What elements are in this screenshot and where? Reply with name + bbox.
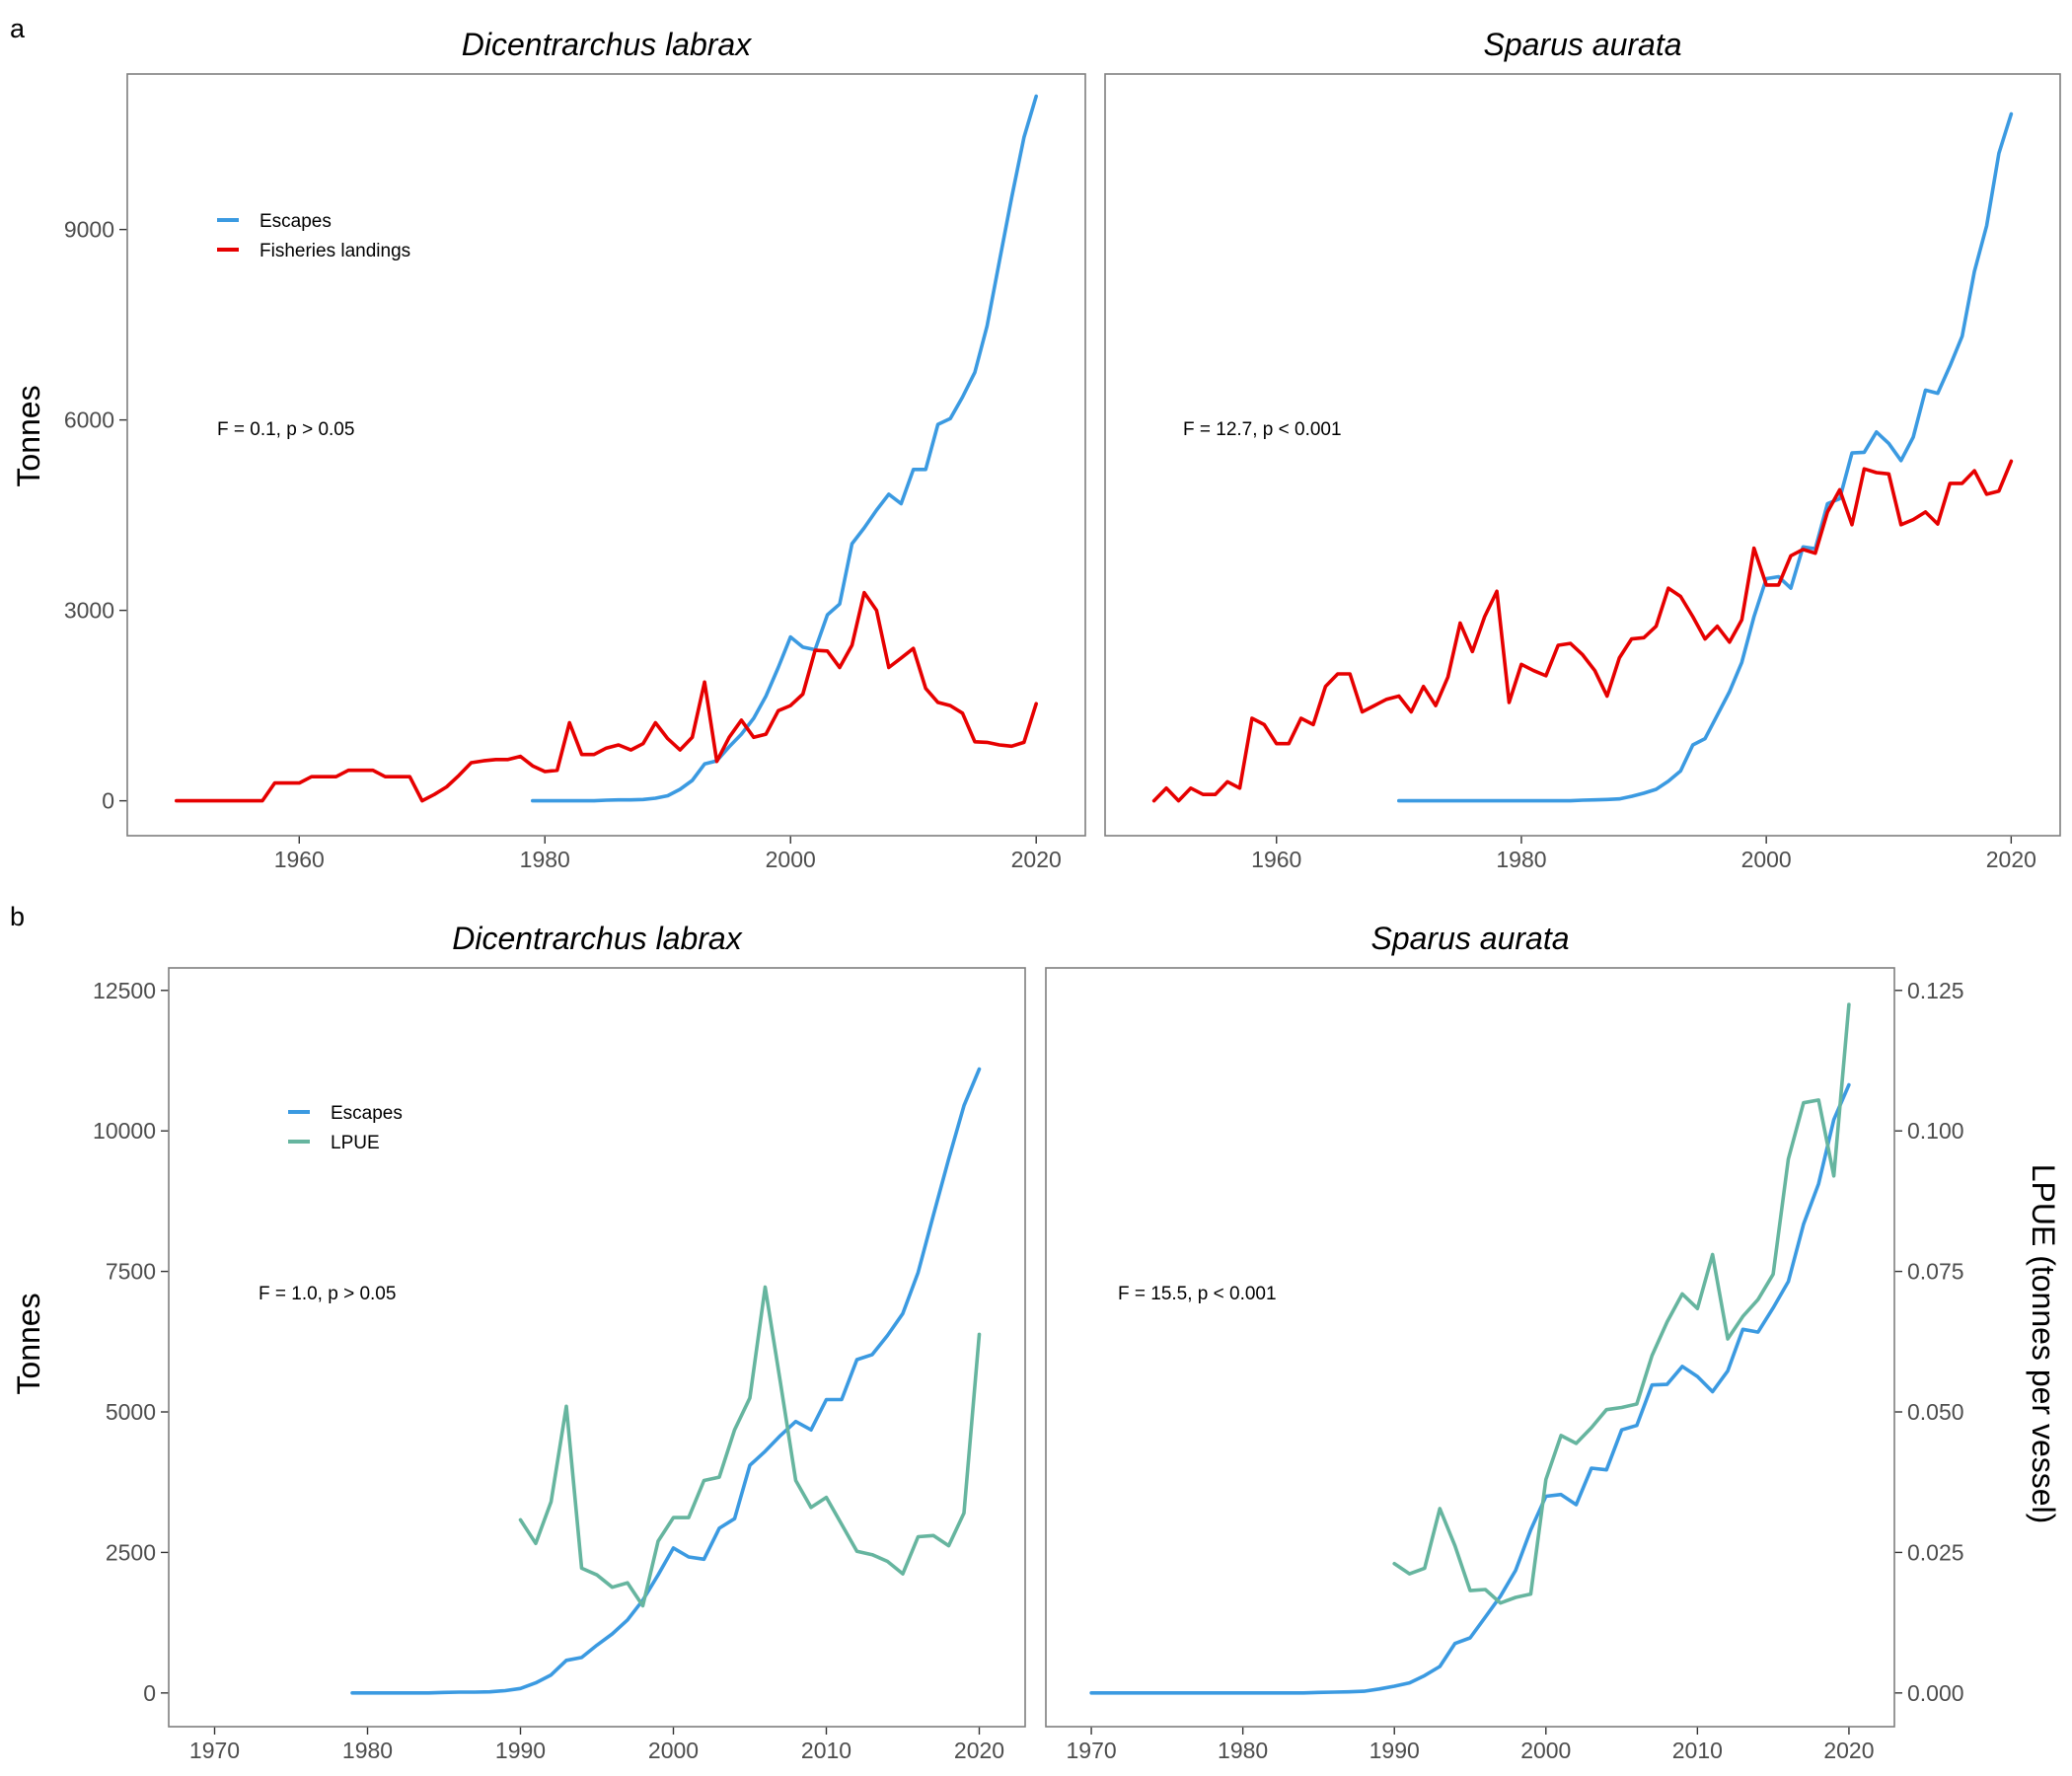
x-tick-label: 2020 <box>1823 1738 1874 1763</box>
x-tick-label: 1980 <box>1496 847 1546 872</box>
x-tick-label: 2020 <box>954 1738 1004 1763</box>
series-line-fisheries-landings <box>175 590 1038 803</box>
y-right-tick-label: 0.100 <box>1907 1118 1964 1144</box>
series-group <box>350 1067 982 1695</box>
series-group <box>175 94 1038 803</box>
x-tick-label: 2000 <box>1520 1738 1571 1763</box>
y-tick-label: 5000 <box>106 1399 156 1425</box>
x-tick-label: 2000 <box>766 847 816 872</box>
x-tick-label: 2020 <box>1011 847 1062 872</box>
chart-panel-a-aurata: Sparus aurata 1960 1980 2000 2020 F = 12.7, p… <box>1104 27 2061 872</box>
y-tick-label: 9000 <box>64 217 114 243</box>
x-tick-label: 1990 <box>495 1738 546 1763</box>
y-tick-label: 12500 <box>93 978 156 1003</box>
x-tick-label: 2000 <box>648 1738 699 1763</box>
panel-letter-b: b <box>10 902 25 931</box>
y-tick-label: 0 <box>102 788 114 814</box>
y-right-tick-label: 0.025 <box>1907 1539 1964 1565</box>
facet-title: Sparus aurata <box>1370 921 1569 956</box>
legend-label: Fisheries landings <box>259 241 410 261</box>
x-tick-label: 1970 <box>1066 1738 1116 1763</box>
y-tick-label: 0 <box>143 1680 156 1706</box>
y-tick-label: 10000 <box>93 1118 156 1144</box>
chart-panel-b-aurata: Sparus aurata 1970 1980 1990 2000 2010 2020 0.0… <box>1045 921 1964 1763</box>
facet-title: Sparus aurata <box>1483 27 1681 62</box>
panel-frame <box>1104 73 2061 837</box>
series-group <box>1089 1002 1851 1695</box>
x-tick-label: 1970 <box>189 1738 240 1763</box>
stat-annotation: F = 1.0, p > 0.05 <box>259 1284 396 1304</box>
x-tick-label: 1960 <box>274 847 325 872</box>
y-tick-label: 2500 <box>106 1539 156 1565</box>
x-tick-label: 1990 <box>1369 1738 1420 1763</box>
y-right-tick-label: 0.125 <box>1907 978 1964 1003</box>
series-line-escapes <box>530 94 1038 803</box>
series-line-escapes <box>1397 111 2014 803</box>
y-right-tick-label: 0.075 <box>1907 1259 1964 1285</box>
panel-letter-a: a <box>10 14 26 43</box>
legend: Escapes Fisheries landings <box>217 211 410 261</box>
legend-label: Escapes <box>331 1103 403 1124</box>
legend-label: LPUE <box>331 1133 380 1153</box>
series-group <box>1151 111 2014 803</box>
x-tick-label: 1960 <box>1251 847 1301 872</box>
legend-label: Escapes <box>259 211 332 232</box>
facet-title: Dicentrarchus labrax <box>452 921 742 956</box>
x-tick-label: 2010 <box>1672 1738 1723 1763</box>
x-tick-label: 2000 <box>1741 847 1792 872</box>
panel-frame <box>168 967 1026 1728</box>
y-right-tick-label: 0.050 <box>1907 1399 1964 1425</box>
facet-title: Dicentrarchus labrax <box>462 27 752 62</box>
x-tick-label: 1980 <box>1218 1738 1268 1763</box>
series-line-lpue <box>518 1285 982 1608</box>
stat-annotation: F = 0.1, p > 0.05 <box>217 419 354 440</box>
y-axis-title-bottom-right: LPUE (tonnes per vessel) <box>2026 1164 2061 1524</box>
series-line-lpue <box>1392 1002 1851 1605</box>
stat-annotation: F = 15.5, p < 0.001 <box>1118 1284 1277 1304</box>
legend: Escapes LPUE <box>288 1103 403 1153</box>
y-axis-title-top: Tonnes <box>11 385 46 486</box>
x-tick-label: 2020 <box>1986 847 2036 872</box>
panel-frame <box>1045 967 1895 1728</box>
chart-panel-a-labrax: Dicentrarchus labrax 1960 1980 2000 2020 0 300… <box>64 27 1086 872</box>
series-line-escapes <box>350 1067 982 1695</box>
y-tick-label: 6000 <box>64 407 114 433</box>
y-axis-title-bottom-left: Tonnes <box>11 1293 46 1394</box>
x-tick-label: 1980 <box>520 847 570 872</box>
panel-frame <box>126 73 1086 837</box>
chart-panel-b-labrax: Dicentrarchus labrax 1970 1980 1990 2000 2010… <box>93 921 1026 1763</box>
series-line-fisheries-landings <box>1151 459 2014 803</box>
x-tick-label: 2010 <box>801 1738 851 1763</box>
y-tick-label: 7500 <box>106 1259 156 1285</box>
stat-annotation: F = 12.7, p < 0.001 <box>1183 419 1342 440</box>
series-line-escapes <box>1089 1082 1851 1695</box>
chart-panels: Dicentrarchus labrax 1960 1980 2000 2020 0 300… <box>64 27 2061 1763</box>
y-tick-label: 3000 <box>64 598 114 624</box>
x-tick-label: 1980 <box>342 1738 393 1763</box>
y-right-tick-label: 0.000 <box>1907 1680 1964 1706</box>
